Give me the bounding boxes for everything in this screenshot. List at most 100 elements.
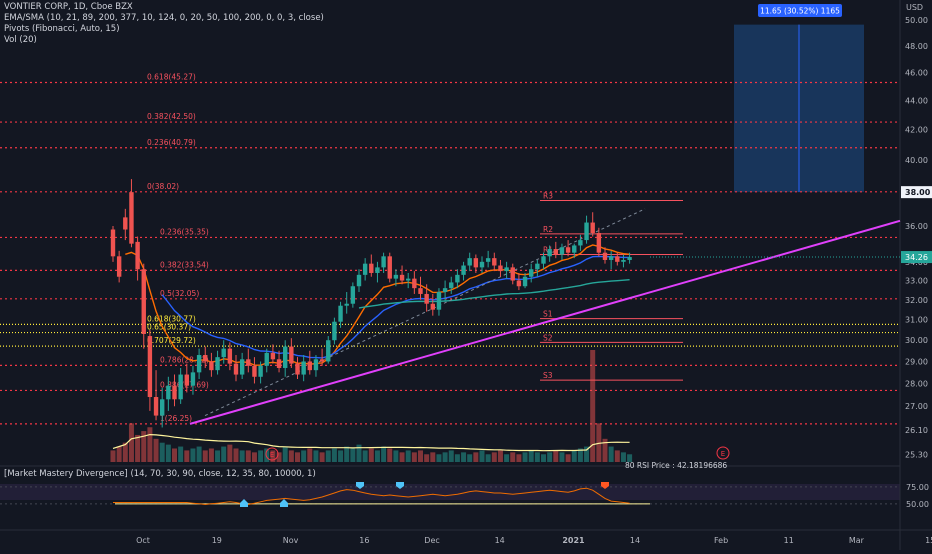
candle-body bbox=[147, 336, 153, 398]
divergence-marker bbox=[280, 499, 288, 507]
volume-bar bbox=[368, 448, 374, 462]
volume-bar bbox=[454, 454, 460, 462]
candle-body bbox=[160, 399, 165, 416]
divergence-marker bbox=[601, 482, 609, 489]
indicator-pivots[interactable]: Pivots (Fibonacci, Auto, 15) bbox=[4, 24, 120, 34]
candle-body bbox=[166, 385, 171, 400]
fib-label: 0.618(30.77) bbox=[147, 314, 196, 323]
volume-bar bbox=[553, 450, 559, 462]
price-tick-label: 50.00 bbox=[905, 16, 928, 25]
volume-bar bbox=[485, 454, 491, 462]
candle-body bbox=[270, 352, 276, 360]
x-tick-label: 14 bbox=[495, 536, 505, 545]
candle-body bbox=[553, 249, 558, 255]
osc-tick-label: 50.00 bbox=[906, 500, 929, 509]
candle-body bbox=[393, 274, 399, 279]
volume-bar bbox=[350, 448, 356, 462]
x-tick-label: Feb bbox=[714, 536, 728, 545]
candle-body bbox=[184, 374, 189, 386]
volume-bar bbox=[590, 350, 596, 462]
pivot-label: S2 bbox=[543, 333, 553, 342]
volume-bar bbox=[399, 452, 405, 462]
x-tick-label: 11 bbox=[784, 536, 794, 545]
price-tick-label: 27.00 bbox=[905, 402, 928, 411]
candle-body bbox=[326, 340, 331, 362]
x-tick-label: Oct bbox=[136, 536, 150, 545]
candle-body bbox=[129, 192, 134, 244]
candle-body bbox=[473, 258, 479, 268]
volume-bar bbox=[534, 452, 540, 462]
volume-bar bbox=[147, 427, 153, 462]
indicator-volume[interactable]: Vol (20) bbox=[4, 35, 37, 45]
x-tick-label: 19 bbox=[212, 536, 222, 545]
volume-bar bbox=[319, 452, 325, 462]
candle-body bbox=[319, 359, 325, 362]
volume-bar bbox=[227, 444, 233, 462]
fib-label: 0.618(45.27) bbox=[147, 72, 196, 81]
candle-body bbox=[215, 357, 220, 371]
candle-body bbox=[516, 280, 522, 287]
volume-bar bbox=[178, 446, 184, 462]
price-tick-label: 44.00 bbox=[905, 96, 928, 105]
candle-body bbox=[258, 365, 263, 377]
volume-bar bbox=[128, 423, 134, 462]
volume-bar bbox=[362, 450, 368, 462]
divergence-marker bbox=[356, 482, 364, 489]
candle-body bbox=[627, 257, 632, 260]
candle-body bbox=[246, 359, 251, 366]
x-tick-label: Nov bbox=[283, 536, 299, 545]
pivot-label: S1 bbox=[543, 310, 553, 319]
fib-label: 0.236(40.79) bbox=[147, 138, 196, 147]
price-highlight-label: 38.00 bbox=[905, 188, 931, 197]
ema-21-line bbox=[161, 255, 630, 359]
volume-bar bbox=[448, 450, 454, 462]
volume-bar bbox=[473, 452, 479, 462]
candle-body bbox=[307, 361, 312, 371]
oscillator-legend[interactable]: [Market Mastery Divergence] (14, 70, 30,… bbox=[4, 469, 316, 479]
x-tick-label: 16 bbox=[359, 536, 369, 545]
trendline-magenta bbox=[189, 219, 901, 425]
volume-bar bbox=[418, 450, 423, 462]
price-tick-label: 31.00 bbox=[905, 316, 928, 325]
earnings-marker bbox=[716, 446, 730, 460]
fib-label: 0.886(27.69) bbox=[160, 380, 209, 389]
volume-bar bbox=[559, 452, 565, 462]
volume-bar bbox=[239, 450, 245, 462]
candle-body bbox=[332, 321, 337, 341]
candle-body bbox=[455, 274, 460, 283]
fib-label: 0.786(28.82) bbox=[160, 355, 209, 364]
candle-body bbox=[369, 263, 374, 273]
volume-bar bbox=[577, 448, 583, 462]
candle-body bbox=[276, 359, 282, 368]
volume-bar bbox=[442, 452, 448, 462]
candle-body bbox=[467, 258, 472, 266]
volume-bar bbox=[172, 448, 177, 462]
candle-body bbox=[399, 274, 405, 281]
volume-bar bbox=[522, 452, 528, 462]
fib-label: 0.382(33.54) bbox=[160, 260, 209, 269]
candle-body bbox=[135, 241, 140, 270]
volume-bar bbox=[288, 450, 294, 462]
volume-bar bbox=[504, 454, 510, 462]
volume-bar bbox=[331, 448, 337, 462]
volume-bar bbox=[547, 452, 553, 462]
volume-bar bbox=[153, 438, 159, 462]
fib-label: 0.707(29.72) bbox=[147, 336, 196, 345]
candle-body bbox=[608, 256, 614, 260]
volume-bar bbox=[479, 450, 485, 462]
indicator-ema-sma[interactable]: EMA/SMA (10, 21, 89, 200, 377, 10, 124, … bbox=[4, 13, 324, 23]
price-tick-label: 25.30 bbox=[905, 450, 928, 459]
symbol-title[interactable]: VONTIER CORP, 1D, Cboe BZX bbox=[4, 2, 133, 12]
candle-body bbox=[572, 245, 577, 253]
candle-body bbox=[190, 372, 196, 386]
volume-bar bbox=[541, 454, 546, 462]
pivot-label: S3 bbox=[543, 371, 553, 380]
volume-bar bbox=[436, 454, 442, 462]
candle-body bbox=[209, 361, 214, 371]
fib-label: 0.65(30.37) bbox=[147, 323, 191, 332]
candle-body bbox=[252, 365, 257, 377]
volume-bar bbox=[190, 448, 196, 462]
earnings-label: E bbox=[270, 451, 274, 459]
